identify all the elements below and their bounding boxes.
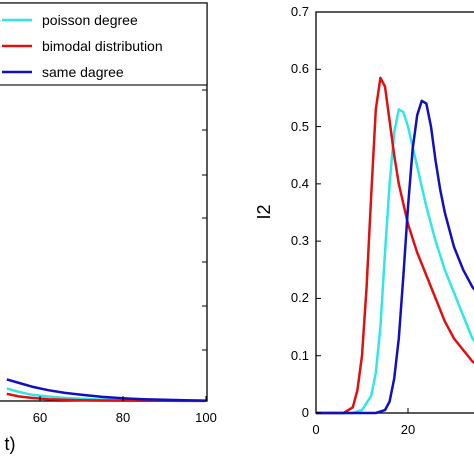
right-ytick-label-0.2: 0.2: [291, 290, 309, 305]
left-tick-group: [39, 89, 207, 401]
left-xtick-label-100: 100: [195, 410, 217, 425]
legend-label-same: same dagree: [42, 64, 124, 80]
legend-label-poisson: poisson degree: [42, 12, 138, 28]
legend: poisson degree bimodal distribution same…: [0, 2, 208, 86]
legend-box: [0, 2, 208, 86]
right-ytick-label-0.1: 0.1: [291, 348, 309, 363]
right-xtick-label-20: 20: [401, 422, 415, 437]
legend-label-bimodal: bimodal distribution: [42, 38, 163, 54]
left-series-line-same-dagree: [6, 378, 207, 402]
right-chart: 0 0.1 0.2 0.3 0.4 0.5 0.6 0.7 0 20 I2: [254, 4, 474, 437]
right-plot-frame: [315, 11, 474, 414]
right-ytick-label-0.5: 0.5: [291, 119, 309, 134]
right-ytick-label-0.4: 0.4: [291, 176, 309, 191]
right-ytick-label-0.6: 0.6: [291, 61, 309, 76]
right-series-group: [316, 76, 474, 415]
left-xtick-label-80: 80: [116, 410, 130, 425]
right-series-line-poisson-degree: [316, 108, 474, 415]
right-yaxis-label: I2: [254, 204, 274, 219]
left-xaxis-label: t): [5, 434, 16, 454]
left-chart: poisson degree bimodal distribution same…: [0, 2, 217, 454]
left-series-group: [6, 378, 207, 403]
right-xtick-label-0: 0: [312, 422, 319, 437]
right-series-line-bimodal-distribution: [316, 76, 474, 415]
right-ytick-label-0.3: 0.3: [291, 233, 309, 248]
right-ytick-label-0: 0: [302, 405, 309, 420]
right-tick-group: [315, 11, 409, 414]
left-xtick-label-60: 60: [33, 410, 47, 425]
right-series-line-same-dagree: [316, 99, 474, 415]
right-ytick-label-0.7: 0.7: [291, 4, 309, 19]
